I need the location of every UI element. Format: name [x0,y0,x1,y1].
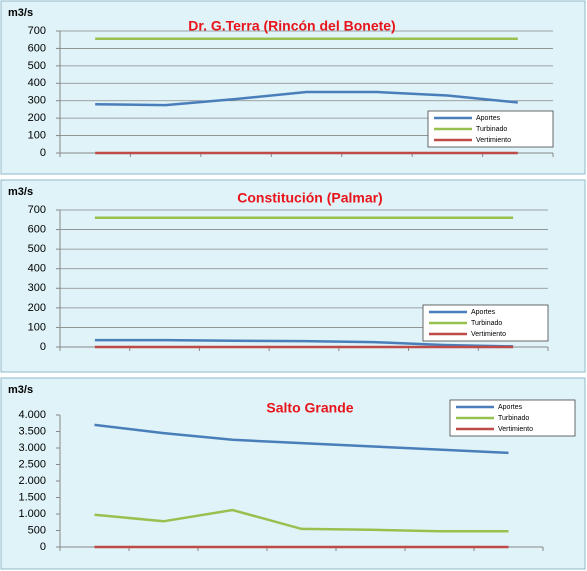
y-tick-label: 3.500 [18,425,46,437]
y-tick-label: 500 [28,60,46,72]
y-tick-label: 100 [28,321,46,333]
y-tick-label: 600 [28,223,46,235]
y-tick-label: 0 [40,341,46,353]
panel [0,179,586,373]
y-tick-label: 0 [40,147,46,159]
y-tick-label: 1.500 [18,491,46,503]
legend-label: Turbinado [471,320,502,327]
y-tick-label: 100 [28,129,46,141]
series-line [94,423,509,455]
y-tick-label: 2.500 [18,458,46,470]
y-tick-label: 400 [28,77,46,89]
y-axis-label: m3/s [8,384,33,396]
chart-title: Dr. G.Terra (Rincón del Bonete) [188,18,395,34]
y-tick-label: 300 [28,95,46,107]
y-tick-label: 400 [28,263,46,275]
legend-label: Aportes [476,115,501,122]
legend-label: Vertimiento [498,426,533,433]
y-tick-label: 500 [28,243,46,255]
y-tick-label: 3.000 [18,442,46,454]
series-line [94,338,514,348]
y-tick-label: 700 [28,204,46,216]
y-tick-label: 300 [28,282,46,294]
legend-label: Aportes [498,404,523,411]
legend-label: Aportes [471,309,496,316]
y-tick-label: 4.000 [18,409,46,421]
y-tick-label: 2.000 [18,475,46,487]
series-line [95,90,518,107]
legend-label: Vertimiento [471,331,506,338]
y-tick-label: 1.000 [18,508,46,520]
y-tick-label: 200 [28,302,46,314]
chart-title: Salto Grande [266,400,353,416]
legend-label: Turbinado [476,126,507,133]
chart-title: Constitución (Palmar) [237,190,382,206]
legend-label: Turbinado [498,415,529,422]
y-axis-label: m3/s [8,186,33,198]
y-tick-label: 500 [28,524,46,536]
y-tick-label: 600 [28,42,46,54]
y-tick-label: 200 [28,112,46,124]
legend-label: Vertimiento [476,137,511,144]
y-tick-label: 700 [28,25,46,37]
series-line [94,508,509,533]
y-tick-label: 0 [40,541,46,553]
y-axis-label: m3/s [8,7,33,19]
